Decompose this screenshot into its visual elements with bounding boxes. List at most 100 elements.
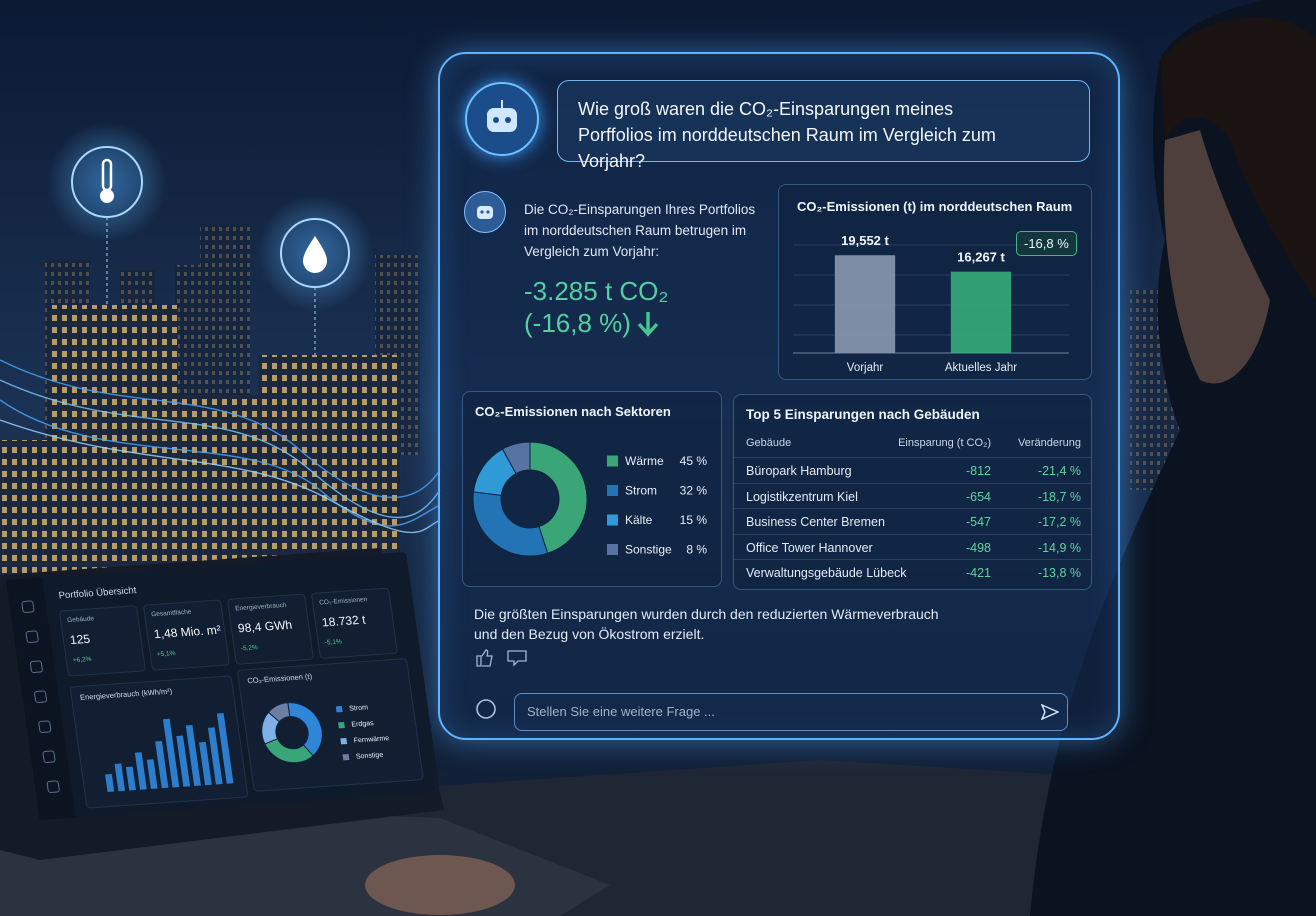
legend-swatch [338, 721, 345, 729]
numeric-cell: -547 [965, 515, 991, 529]
legend-label: Sonstige [625, 542, 672, 556]
question-input[interactable]: Stellen Sie eine weitere Frage ... [514, 693, 1068, 731]
donut-segment [501, 441, 531, 475]
column-header: Veränderung [1018, 437, 1081, 449]
table-row: Office Tower Hannover -498 -14,9 % [734, 533, 1091, 561]
bar [105, 774, 115, 793]
bar [134, 752, 147, 790]
legend-label: Wärme [625, 454, 664, 468]
table-title: Top 5 Einsparungen nach Gebäuden [746, 407, 980, 422]
bar [207, 727, 223, 785]
kpi-label: Gebäude [66, 615, 95, 625]
input-placeholder: Stellen Sie eine weitere Frage ... [527, 704, 715, 719]
numeric-cell: -17,2 % [1037, 515, 1081, 529]
answer-amount: -3.285 t CO₂ [524, 276, 669, 306]
kpi-card: Energieverbrauch 98,4 GWh -5,2% [226, 593, 315, 665]
table-row: Logistikzentrum Kiel -654 -18,7 % [734, 482, 1091, 510]
bar [155, 740, 169, 789]
sidebar-icon[interactable] [25, 630, 39, 644]
bar [950, 271, 1012, 353]
bot-icon [477, 206, 493, 219]
legend-swatch [335, 705, 343, 713]
numeric-cell: -13,8 % [1037, 566, 1081, 580]
bar [176, 735, 191, 787]
grid-decoration [793, 244, 1069, 354]
laptop-co2-card: CO₂-Emissionen (t) Strom Erdgas Fernwärme S… [236, 658, 424, 792]
down-arrow [637, 312, 659, 337]
kpi-value: 125 [69, 631, 92, 648]
legend-label: Kälte [625, 513, 653, 527]
chat-icon[interactable] [473, 696, 499, 722]
bar [216, 713, 234, 784]
change-badge: -16,8 % [1016, 231, 1077, 256]
name-cell: Büropark Hamburg [746, 464, 852, 478]
column-header: Einsparung (t CO₂) [898, 437, 991, 449]
kpi-change: -5,1% [324, 638, 343, 647]
donut-chart: Wärme 45 % Strom 32 % Kälte 15 % Sonstige 8 % [472, 441, 708, 557]
bar [146, 759, 158, 790]
sidebar-icon[interactable] [42, 750, 56, 764]
legend-swatch [607, 514, 618, 526]
bar [114, 763, 126, 792]
kpi-card: Gebäude 125 +6,2% [58, 605, 147, 677]
sidebar-icon[interactable] [37, 720, 52, 734]
legend-swatch [342, 753, 350, 761]
legend-swatch [607, 485, 618, 496]
laptop-screen: Portfolio Übersicht Energieverbrauch (kW… [6, 552, 440, 820]
sidebar-icon[interactable] [46, 780, 61, 794]
summary-text: Die größten Einsparungen wurden durch de… [474, 606, 939, 642]
column-header: Gebäude [746, 437, 792, 449]
legend-label: Sonstige [356, 752, 384, 761]
value-label: 8 % [686, 542, 707, 556]
kpi-value: 1,48 Mio. m² [153, 622, 222, 642]
kpi-label: Gesamtfläche [150, 608, 192, 619]
name-cell: Verwaltungsgebäude Lübeck [746, 566, 907, 580]
laptop-donut-chart: Strom Erdgas Fernwärme Sonstige [261, 702, 390, 764]
name-cell: Business Center Bremen [746, 515, 885, 529]
numeric-cell: -21,4 % [1037, 464, 1081, 478]
laptop-bar-chart [105, 713, 234, 793]
value-label: 45 % [680, 454, 708, 468]
numeric-cell: -14,9 % [1037, 540, 1081, 555]
bar-chart-card: CO₂-Emissionen (t) im norddeutschen Raum… [778, 184, 1092, 380]
donut-segment [529, 441, 588, 554]
kpi-change: +6,2% [72, 655, 92, 665]
bar-chart: 19,552 t Vorjahr 16,267 t Aktuelles Jahr [793, 233, 1069, 374]
kpi-card: CO₂-Emissionen 18.732 t -5,1% [310, 587, 399, 660]
sidebar-icon[interactable] [33, 690, 48, 704]
sidebar-icon[interactable] [21, 600, 35, 614]
table-row: Büropark Hamburg -812 -21,4 % [734, 457, 1091, 484]
bar [834, 255, 896, 353]
bar [125, 766, 136, 791]
bar [199, 741, 212, 786]
name-cell: Logistikzentrum Kiel [746, 489, 858, 504]
top5-table: Top 5 Einsparungen nach Gebäuden Gebäude… [733, 394, 1092, 590]
x-tick-label: Vorjahr [847, 362, 884, 374]
legend-label: Strom [625, 483, 657, 497]
question-bubble: Wie groß waren die CO₂-Einsparungen mein… [557, 80, 1090, 171]
send-button[interactable] [1041, 704, 1059, 720]
numeric-cell: -812 [965, 464, 991, 478]
kpi-value: 18.732 t [321, 612, 367, 630]
donut-segment [472, 491, 549, 557]
legend-swatch [607, 544, 618, 555]
feedback-icons[interactable] [474, 648, 534, 668]
kpi-change: -5,2% [240, 644, 259, 653]
value-label: 32 % [680, 483, 708, 497]
numeric-cell: -498 [965, 540, 991, 555]
numeric-cell: -421 [965, 566, 991, 580]
name-cell: Office Tower Hannover [746, 540, 873, 555]
sidebar-icon[interactable] [29, 660, 44, 674]
bot-icon [487, 100, 517, 132]
laptop-title: Portfolio Übersicht [57, 585, 138, 602]
donut-card: CO₂-Emissionen nach Sektoren Wärme 45 % St… [462, 391, 722, 587]
kpi-value: 98,4 GWh [237, 617, 294, 636]
laptop-energy-card: Energieverbrauch (kWh/m²) [69, 675, 249, 809]
legend-label: Fernwärme [353, 735, 389, 744]
x-tick-label: Aktuelles Jahr [945, 362, 1017, 374]
legend-swatch [340, 737, 348, 745]
numeric-cell: -654 [965, 489, 991, 504]
value-label: 19,552 t [841, 233, 889, 248]
value-label: 16,267 t [957, 250, 1005, 265]
bar [162, 718, 180, 788]
